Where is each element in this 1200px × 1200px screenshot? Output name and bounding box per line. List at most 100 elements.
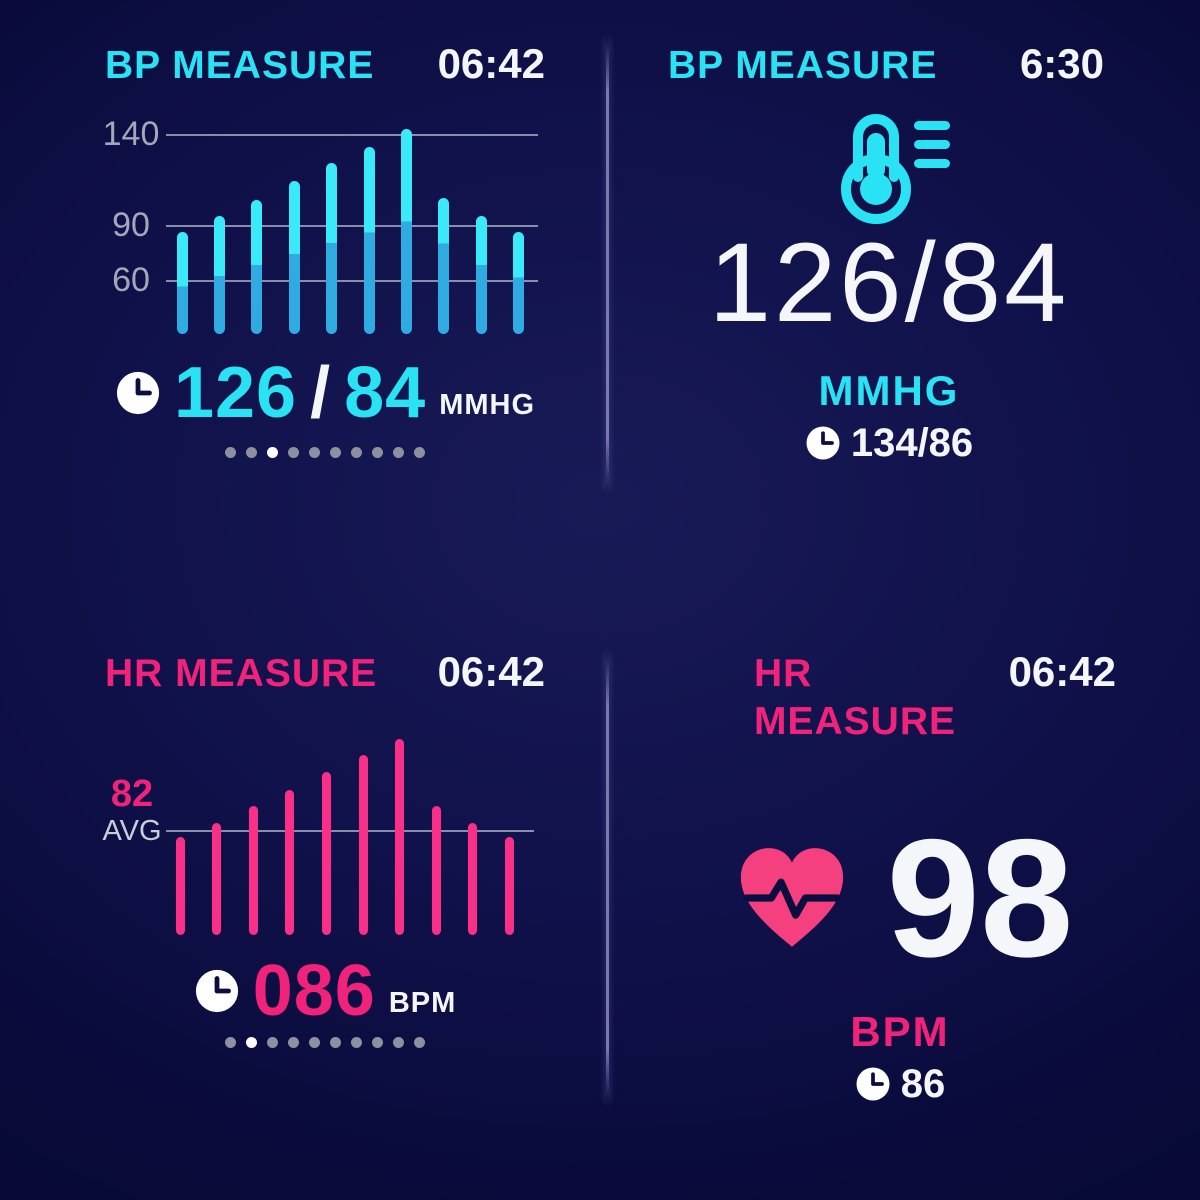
hr-bar	[175, 837, 185, 935]
panel-header: BP MEASURE 6:30	[652, 40, 1112, 90]
panel-title: HR MEASURE	[754, 652, 957, 743]
page-indicator	[100, 447, 550, 458]
page-dot[interactable]	[246, 447, 257, 458]
page-dot[interactable]	[351, 1037, 362, 1048]
previous-reading-row: 134/86	[805, 421, 973, 465]
panel-hr-chart: HR MEASURE 06:42 82 AVG 086 BPM	[100, 648, 550, 1088]
panel-bp-value: BP MEASURE 6:30 126/84 MMHG 134/86	[652, 40, 1112, 480]
hr-bar	[248, 806, 258, 935]
avg-value: 82	[110, 773, 154, 815]
panel-hr-value: HR MEASURE 06:42 98 BPM 86	[674, 648, 1126, 1106]
slash-separator: /	[310, 353, 332, 433]
grid-line	[166, 279, 538, 282]
panel-title: BP MEASURE	[668, 44, 938, 87]
hr-bar	[212, 822, 222, 935]
hr-value-content: 98 BPM 86	[674, 746, 1126, 1106]
hr-bars	[166, 732, 534, 947]
bp-bar	[288, 181, 300, 334]
avg-label: 82 AVG	[100, 774, 164, 848]
hr-big-value: 98	[886, 804, 1074, 992]
page-dot[interactable]	[372, 447, 383, 458]
hr-bar-chart: 82 AVG	[100, 732, 550, 947]
bp-unit-label: MMHG	[818, 367, 960, 414]
hr-bar	[431, 806, 441, 935]
bp-big-value: 126/84	[708, 220, 1070, 345]
previous-bp-value: 134/86	[850, 421, 974, 465]
panel-header: HR MEASURE 06:42	[674, 648, 1126, 746]
clock-icon	[116, 371, 160, 415]
page-dot[interactable]	[267, 447, 278, 458]
previous-hr-value: 86	[900, 1062, 946, 1106]
hr-main-row: 98	[672, 814, 1128, 982]
bp-reading-row: 126 / 84 MMHG	[100, 357, 550, 429]
page-dot[interactable]	[267, 1037, 278, 1048]
page-dot[interactable]	[330, 447, 341, 458]
bp-bar	[213, 215, 225, 334]
diastolic-value: 84	[344, 353, 427, 433]
avg-grid-line	[166, 830, 534, 832]
vertical-divider-top	[606, 38, 609, 490]
bp-unit-label: MMHG	[439, 389, 536, 421]
hr-bar	[358, 755, 368, 935]
systolic-value: 126	[173, 353, 298, 433]
hr-reading-row: 086 BPM	[100, 955, 550, 1027]
page-dot[interactable]	[288, 1037, 299, 1048]
hr-bar	[285, 789, 295, 935]
y-axis-tick-label: 60	[112, 260, 150, 299]
vertical-divider-bottom	[606, 653, 609, 1102]
page-dot[interactable]	[393, 1037, 404, 1048]
panel-time: 06:42	[437, 40, 545, 87]
hr-value: 086	[252, 951, 376, 1031]
panel-header: HR MEASURE 06:42	[100, 648, 550, 698]
y-axis-tick-label: 90	[112, 206, 150, 244]
hr-bar	[321, 771, 331, 935]
thermometer-gauge-icon	[841, 114, 950, 224]
page-dot[interactable]	[372, 1037, 383, 1048]
bp-bar	[326, 163, 338, 334]
avg-caption: AVG	[102, 815, 162, 847]
panel-title: HR MEASURE	[105, 652, 378, 695]
y-axis-tick-label: 140	[102, 115, 160, 153]
panel-title: BP MEASURE	[105, 44, 375, 87]
panel-header: BP MEASURE 06:42	[100, 40, 550, 90]
page-dot[interactable]	[246, 1037, 257, 1048]
hr-bar	[468, 822, 478, 935]
page-indicator	[100, 1037, 550, 1048]
grid-line	[166, 134, 538, 136]
panel-time: 6:30	[1019, 40, 1104, 87]
bp-bar	[475, 215, 487, 334]
bp-bar	[251, 199, 263, 334]
bp-bar	[176, 232, 188, 334]
page-dot[interactable]	[309, 1037, 320, 1048]
page-dot[interactable]	[393, 447, 404, 458]
panel-time: 06:42	[437, 648, 545, 695]
panel-bp-chart: BP MEASURE 06:42 140 90 60 126 / 84 MMHG	[100, 40, 550, 480]
page-dot[interactable]	[414, 447, 425, 458]
bp-bar-chart: 140 90 60	[100, 116, 550, 339]
page-dot[interactable]	[309, 447, 320, 458]
bp-bars	[166, 124, 538, 339]
hr-unit-label: BPM	[388, 987, 457, 1019]
panel-time: 06:42	[1008, 648, 1116, 695]
clock-icon	[806, 426, 840, 460]
grid-line	[166, 225, 538, 227]
hr-bar	[504, 837, 514, 935]
bp-bar	[438, 197, 450, 334]
bp-bar	[363, 146, 375, 334]
clock-icon	[856, 1067, 890, 1101]
page-dot[interactable]	[225, 1037, 236, 1048]
previous-reading-row: 86	[855, 1062, 946, 1106]
page-dot[interactable]	[225, 447, 236, 458]
page-dot[interactable]	[288, 447, 299, 458]
bp-bar	[513, 232, 525, 334]
page-dot[interactable]	[351, 447, 362, 458]
hr-bar	[395, 739, 405, 935]
hr-unit-label: BPM	[850, 1008, 950, 1055]
bp-bar	[400, 128, 412, 334]
heart-pulse-icon	[740, 848, 843, 947]
page-dot[interactable]	[330, 1037, 341, 1048]
bp-value-content: 126/84 MMHG 134/86	[652, 90, 1112, 465]
clock-icon	[195, 969, 238, 1013]
page-dot[interactable]	[414, 1037, 425, 1048]
